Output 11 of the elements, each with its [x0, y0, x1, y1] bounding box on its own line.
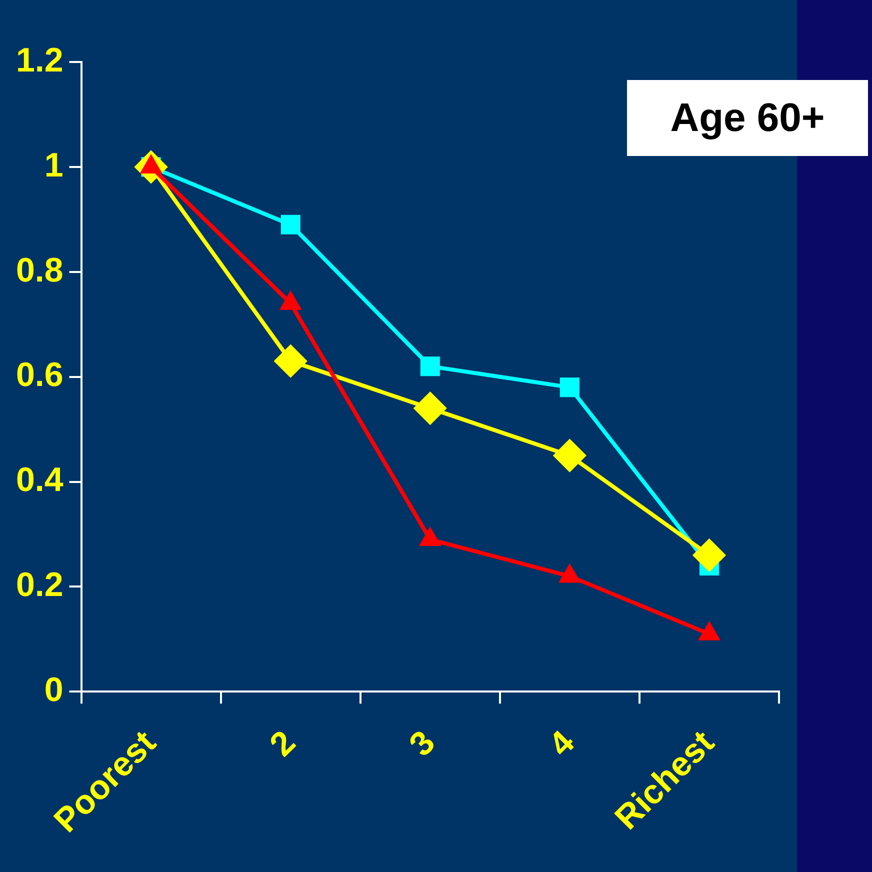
x-tick-label: 4: [542, 723, 582, 764]
y-tick-label: 0.4: [16, 461, 64, 500]
y-tick-label: 0.6: [16, 356, 64, 394]
x-tick-label: 3: [402, 723, 442, 764]
x-tick-label: 2: [262, 723, 303, 764]
y-tick-label: 0: [44, 671, 64, 710]
y-tick-label: 1.2: [16, 41, 64, 80]
y-tick-label: 0.2: [16, 566, 64, 604]
annotation: Age 60+: [627, 80, 868, 156]
y-tick-label: 1: [44, 146, 64, 184]
y-tick-label: 0.8: [16, 251, 64, 290]
